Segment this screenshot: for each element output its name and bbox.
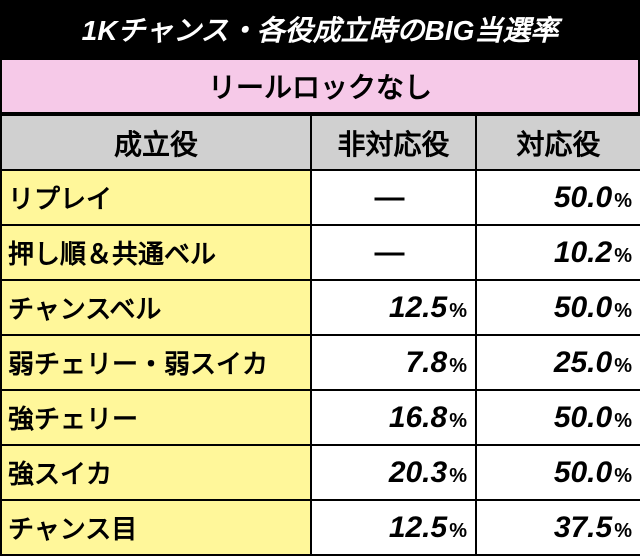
table-title: 1Kチャンス・各役成立時のBIG当選率 [0,0,640,58]
cell-nonmatch: 16.8% [311,390,476,445]
percent-value: 50.0 [554,291,612,324]
percent-suffix: % [449,300,467,322]
percent-suffix: % [614,245,632,267]
table-row: 強スイカ20.3%50.0% [1,445,640,500]
table-row: 弱チェリー・弱スイカ7.8%25.0% [1,335,640,390]
data-table: 成立役 非対応役 対応役 リプレイ― 50.0% 押し順＆共通ベル― 10.2% チャン… [0,114,640,556]
table-subtitle: リールロックなし [0,58,640,114]
header-match: 対応役 [476,115,640,170]
percent-suffix: % [449,520,467,542]
cell-match: 25.0% [476,335,640,390]
cell-nonmatch: 7.8% [311,335,476,390]
row-label: 強チェリー [1,390,311,445]
row-label: 押し順＆共通ベル [1,225,311,280]
percent-value: 7.8 [405,346,447,379]
table-row: 押し順＆共通ベル― 10.2% [1,225,640,280]
cell-nonmatch: ― [311,225,476,280]
percent-suffix: % [614,300,632,322]
percent-suffix: % [614,190,632,212]
cell-match: 37.5% [476,500,640,555]
percent-value: 37.5 [554,511,612,544]
dash-value: ― [312,236,467,270]
percent-value: 50.0 [554,181,612,214]
cell-match: 50.0% [476,170,640,225]
percent-value: 12.5 [389,291,447,324]
table-row: チャンスベル12.5%50.0% [1,280,640,335]
percent-suffix: % [614,355,632,377]
header-role: 成立役 [1,115,311,170]
cell-match: 10.2% [476,225,640,280]
row-label: チャンス目 [1,500,311,555]
cell-nonmatch: ― [311,170,476,225]
percent-suffix: % [614,465,632,487]
percent-suffix: % [449,465,467,487]
percent-value: 16.8 [389,401,447,434]
percent-suffix: % [449,355,467,377]
percent-value: 50.0 [554,456,612,489]
percent-value: 10.2 [554,236,612,269]
cell-nonmatch: 12.5% [311,280,476,335]
percent-value: 25.0 [554,346,612,379]
percent-value: 20.3 [389,456,447,489]
table-row: 強チェリー16.8%50.0% [1,390,640,445]
cell-match: 50.0% [476,445,640,500]
percent-value: 50.0 [554,401,612,434]
table-row: チャンス目12.5%37.5% [1,500,640,555]
cell-match: 50.0% [476,280,640,335]
header-nonmatch: 非対応役 [311,115,476,170]
table-row: リプレイ― 50.0% [1,170,640,225]
cell-match: 50.0% [476,390,640,445]
row-label: チャンスベル [1,280,311,335]
big-win-rate-table: 1Kチャンス・各役成立時のBIG当選率 リールロックなし 成立役 非対応役 対応… [0,0,640,556]
row-label: 強スイカ [1,445,311,500]
percent-suffix: % [614,520,632,542]
table-body: リプレイ―50.0%押し順＆共通ベル―10.2%チャンスベル12.5%50.0%… [1,170,640,555]
header-row: 成立役 非対応役 対応役 [1,115,640,170]
cell-nonmatch: 12.5% [311,500,476,555]
percent-suffix: % [614,410,632,432]
percent-suffix: % [449,410,467,432]
row-label: 弱チェリー・弱スイカ [1,335,311,390]
cell-nonmatch: 20.3% [311,445,476,500]
dash-value: ― [312,181,467,215]
row-label: リプレイ [1,170,311,225]
percent-value: 12.5 [389,511,447,544]
